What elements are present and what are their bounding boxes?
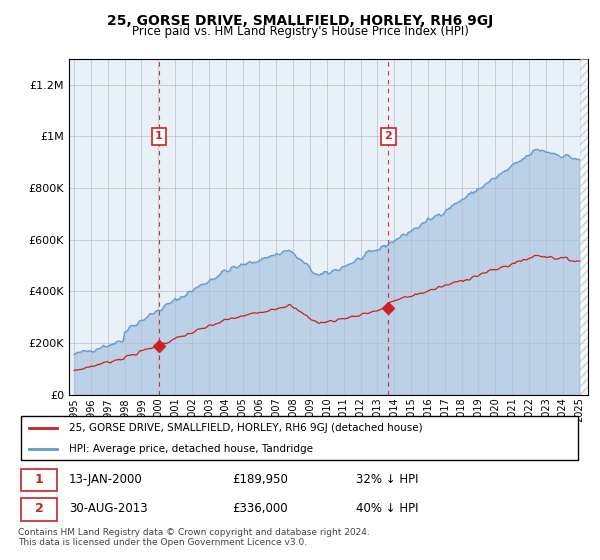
Text: Price paid vs. HM Land Registry's House Price Index (HPI): Price paid vs. HM Land Registry's House … [131, 25, 469, 38]
Text: 1: 1 [35, 473, 44, 486]
Text: 30-AUG-2013: 30-AUG-2013 [69, 502, 148, 515]
Text: 2: 2 [385, 132, 392, 141]
Text: Contains HM Land Registry data © Crown copyright and database right 2024.
This d: Contains HM Land Registry data © Crown c… [18, 528, 370, 547]
Text: 13-JAN-2000: 13-JAN-2000 [69, 473, 143, 486]
FancyBboxPatch shape [21, 469, 58, 491]
Text: 32% ↓ HPI: 32% ↓ HPI [356, 473, 419, 486]
Text: 40% ↓ HPI: 40% ↓ HPI [356, 502, 419, 515]
Text: 25, GORSE DRIVE, SMALLFIELD, HORLEY, RH6 9GJ (detached house): 25, GORSE DRIVE, SMALLFIELD, HORLEY, RH6… [69, 423, 422, 433]
Text: 1: 1 [155, 132, 163, 141]
Text: 2: 2 [35, 502, 44, 515]
FancyBboxPatch shape [21, 416, 578, 460]
FancyBboxPatch shape [21, 498, 58, 521]
Text: £336,000: £336,000 [232, 502, 288, 515]
Text: £189,950: £189,950 [232, 473, 288, 486]
Text: HPI: Average price, detached house, Tandridge: HPI: Average price, detached house, Tand… [69, 444, 313, 454]
Text: 25, GORSE DRIVE, SMALLFIELD, HORLEY, RH6 9GJ: 25, GORSE DRIVE, SMALLFIELD, HORLEY, RH6… [107, 14, 493, 28]
